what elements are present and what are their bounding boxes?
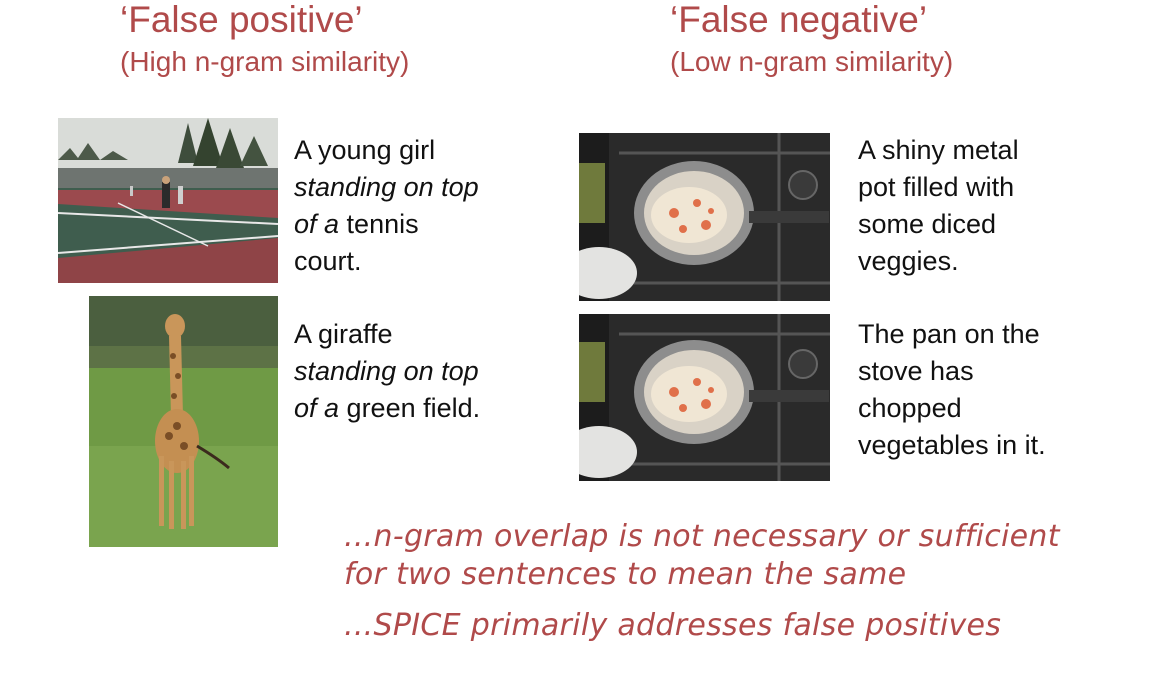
- caption-girl-tennis: A young girl standing on top of a tennis…: [294, 132, 479, 280]
- caption-line: of a tennis: [294, 206, 479, 243]
- false-positive-heading: ‘False positive’: [120, 0, 363, 40]
- pot-on-stove-photo: [579, 133, 830, 301]
- pot-on-stove-photo: [579, 314, 830, 481]
- caption-line: stove has: [858, 356, 974, 386]
- caption-italic-fragment: of a: [294, 393, 340, 423]
- caption-line: A young girl: [294, 135, 436, 165]
- false-negative-subheading: (Low n-gram similarity): [670, 46, 954, 77]
- false-negative-heading: ‘False negative’: [670, 0, 928, 40]
- caption-line: court.: [294, 246, 362, 276]
- caption-giraffe: A giraffe standing on top of a green fie…: [294, 316, 480, 427]
- caption-line: A shiny metal: [858, 135, 1019, 165]
- tennis-court-photo: [58, 118, 278, 283]
- caption-line: The pan on the: [858, 319, 1040, 349]
- caption-fragment: green field.: [339, 393, 481, 423]
- caption-line: A giraffe: [294, 319, 393, 349]
- caption-shiny-pot: A shiny metal pot filled with some diced…: [858, 132, 1019, 280]
- caption-line-italic: standing on top: [294, 172, 479, 202]
- note-line: for two sentences to mean the same: [344, 557, 907, 592]
- caption-line: vegetables in it.: [858, 430, 1046, 460]
- caption-italic-fragment: of a: [294, 209, 340, 239]
- note-ngram-overlap: ...n-gram overlap is not necessary or su…: [344, 518, 1060, 594]
- giraffe-field-photo: [89, 296, 278, 547]
- note-spice: ...SPICE primarily addresses false posit…: [344, 608, 1002, 643]
- caption-line: of a green field.: [294, 390, 480, 427]
- note-line: ...n-gram overlap is not necessary or su…: [344, 519, 1060, 554]
- caption-pan-stove: The pan on the stove has chopped vegetab…: [858, 316, 1046, 464]
- caption-line: veggies.: [858, 246, 959, 276]
- false-positive-subheading: (High n-gram similarity): [120, 46, 410, 77]
- caption-line: pot filled with: [858, 172, 1015, 202]
- caption-line: chopped: [858, 393, 962, 423]
- caption-fragment: tennis: [339, 209, 419, 239]
- caption-line-italic: standing on top: [294, 356, 479, 386]
- caption-line: some diced: [858, 209, 997, 239]
